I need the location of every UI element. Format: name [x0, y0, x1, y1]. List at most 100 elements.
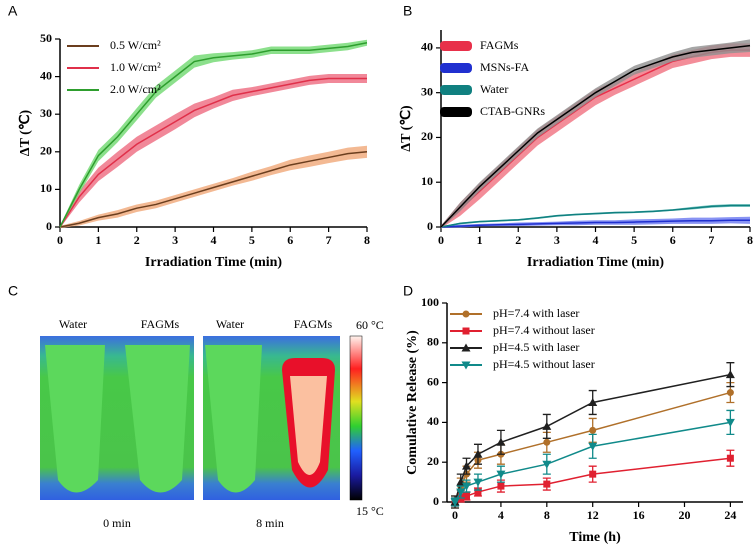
x-tick-label: 4 — [593, 233, 599, 247]
x-tick-label: 7 — [708, 233, 714, 247]
legend-swatch — [440, 107, 472, 117]
marker — [543, 480, 551, 488]
x-tick-label: 8 — [364, 233, 370, 247]
marker — [589, 470, 597, 478]
marker — [456, 488, 466, 497]
x-tick-label: 8 — [544, 508, 550, 522]
error-band — [60, 73, 367, 229]
legend-label: pH=4.5 with laser — [493, 340, 579, 354]
marker — [473, 449, 483, 458]
marker — [725, 370, 735, 379]
y-tick-label: 20 — [421, 129, 433, 143]
legend-label: pH=4.5 without laser — [493, 357, 595, 371]
scale-min: 15 °C — [356, 504, 384, 518]
marker — [462, 310, 470, 318]
marker — [461, 343, 471, 352]
panel-letter: A — [8, 3, 18, 19]
image-label: Water — [59, 317, 87, 331]
series-line — [59, 77, 367, 228]
marker — [462, 461, 472, 470]
x-tick-label: 6 — [670, 233, 676, 247]
marker — [726, 454, 734, 462]
marker — [542, 460, 552, 469]
y-tick-label: 100 — [421, 295, 439, 309]
legend-label: Water — [480, 82, 508, 96]
marker — [463, 492, 471, 500]
x-tick-label: 7 — [326, 233, 332, 247]
legend-label: MSNs-FA — [480, 60, 529, 74]
marker — [543, 438, 551, 446]
y-tick-label: 10 — [40, 181, 52, 195]
tube — [125, 345, 190, 493]
marker — [726, 389, 734, 397]
y-tick-label: 30 — [40, 106, 52, 120]
y-tick-label: 80 — [427, 335, 439, 349]
x-tick-label: 5 — [249, 233, 255, 247]
y-tick-label: 0 — [427, 219, 433, 233]
x-tick-label: 6 — [287, 233, 293, 247]
y-axis-label: Comulative Release (%) — [405, 330, 420, 475]
legend-swatch — [440, 63, 472, 73]
tube — [205, 345, 262, 493]
series-line — [440, 204, 750, 228]
marker — [462, 327, 470, 335]
y-axis-label: ΔT (℃) — [399, 105, 414, 152]
y-axis-label: ΔT (℃) — [18, 109, 33, 156]
x-tick-label: 12 — [587, 508, 599, 522]
y-tick-label: 20 — [427, 454, 439, 468]
legend-label: 2.0 W/cm² — [110, 82, 161, 96]
y-tick-label: 40 — [40, 68, 52, 82]
marker — [461, 361, 471, 370]
marker — [473, 478, 483, 487]
y-tick-label: 0 — [433, 494, 439, 508]
x-tick-label: 2 — [515, 233, 521, 247]
legend-label: CTAB-GNRs — [480, 104, 545, 118]
image-label: FAGMs — [294, 317, 333, 331]
panel-letter: B — [403, 3, 412, 19]
panel-letter: C — [8, 283, 18, 299]
image-label: Water — [216, 317, 244, 331]
legend-label: FAGMs — [480, 38, 519, 52]
marker — [450, 498, 460, 507]
x-tick-label: 0 — [57, 233, 63, 247]
marker — [496, 437, 506, 446]
series-line — [440, 44, 751, 228]
series-line — [440, 49, 750, 228]
marker — [474, 488, 482, 496]
y-tick-label: 20 — [40, 144, 52, 158]
x-tick-label: 0 — [438, 233, 444, 247]
series-line — [59, 42, 368, 228]
x-tick-label: 2 — [134, 233, 140, 247]
marker — [497, 482, 505, 490]
x-tick-label: 1 — [477, 233, 483, 247]
y-tick-label: 0 — [46, 219, 52, 233]
panel-letter: D — [403, 283, 413, 299]
legend-swatch — [440, 85, 472, 95]
y-tick-label: 30 — [421, 84, 433, 98]
legend-label: pH=7.4 with laser — [493, 306, 579, 320]
tube — [45, 345, 105, 493]
x-tick-label: 8 — [747, 233, 753, 247]
y-tick-label: 50 — [40, 31, 52, 45]
image-label: FAGMs — [141, 317, 180, 331]
error-band — [60, 39, 367, 229]
x-axis-label: Time (h) — [569, 530, 621, 545]
x-tick-label: 1 — [95, 233, 101, 247]
x-tick-label: 4 — [498, 508, 504, 522]
legend-label: pH=7.4 without laser — [493, 323, 595, 337]
x-tick-label: 3 — [172, 233, 178, 247]
x-tick-label: 5 — [631, 233, 637, 247]
hot-core — [290, 376, 327, 475]
legend-label: 1.0 W/cm² — [110, 60, 161, 74]
y-tick-label: 10 — [421, 174, 433, 188]
y-tick-label: 40 — [427, 414, 439, 428]
y-tick-label: 40 — [421, 40, 433, 54]
legend-swatch — [440, 41, 472, 51]
series-line — [59, 151, 368, 228]
x-tick-label: 0 — [452, 508, 458, 522]
color-bar — [349, 335, 363, 501]
image-caption: 8 min — [256, 516, 284, 530]
marker — [462, 482, 472, 491]
series-line — [440, 219, 750, 228]
